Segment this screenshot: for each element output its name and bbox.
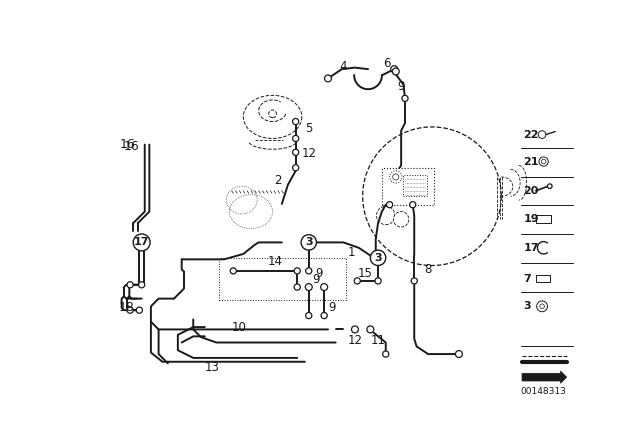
Text: 1: 1 xyxy=(348,246,355,259)
Circle shape xyxy=(367,326,374,333)
Text: 7: 7 xyxy=(524,274,531,284)
Text: 5: 5 xyxy=(305,122,312,135)
Circle shape xyxy=(394,211,409,227)
Circle shape xyxy=(292,149,299,155)
Text: 3: 3 xyxy=(374,253,382,263)
Text: 6: 6 xyxy=(383,56,390,69)
Text: 10: 10 xyxy=(232,321,247,334)
Text: 12: 12 xyxy=(348,335,362,348)
Circle shape xyxy=(538,131,546,138)
Circle shape xyxy=(540,304,545,309)
Bar xyxy=(219,258,346,300)
Text: 17: 17 xyxy=(524,243,539,253)
Circle shape xyxy=(230,268,236,274)
Circle shape xyxy=(383,351,389,357)
Circle shape xyxy=(456,351,462,358)
Text: 18: 18 xyxy=(118,302,134,314)
Circle shape xyxy=(305,284,312,291)
Text: 19: 19 xyxy=(524,214,540,224)
Text: 3: 3 xyxy=(524,302,531,311)
Circle shape xyxy=(537,301,547,312)
Circle shape xyxy=(306,313,312,319)
Circle shape xyxy=(127,307,133,313)
Circle shape xyxy=(294,268,300,274)
Circle shape xyxy=(387,202,393,208)
Circle shape xyxy=(133,234,150,251)
Text: 9: 9 xyxy=(315,267,323,280)
Text: 13: 13 xyxy=(205,362,220,375)
Circle shape xyxy=(539,157,548,166)
Bar xyxy=(382,168,435,205)
Polygon shape xyxy=(522,371,566,383)
Circle shape xyxy=(324,75,332,82)
Text: 9: 9 xyxy=(397,80,405,93)
Text: 11: 11 xyxy=(371,335,385,348)
Text: 16: 16 xyxy=(124,140,140,153)
Circle shape xyxy=(321,313,327,319)
Circle shape xyxy=(301,235,316,250)
Text: 21: 21 xyxy=(524,156,539,167)
Text: 8: 8 xyxy=(424,263,432,276)
Text: 15: 15 xyxy=(358,267,372,280)
Text: 2: 2 xyxy=(274,174,282,187)
Circle shape xyxy=(292,118,299,125)
Circle shape xyxy=(402,95,408,102)
Circle shape xyxy=(139,282,145,288)
Circle shape xyxy=(391,66,397,73)
Circle shape xyxy=(269,110,276,118)
Circle shape xyxy=(410,202,416,208)
Circle shape xyxy=(351,326,358,333)
Circle shape xyxy=(292,135,299,142)
Text: 17: 17 xyxy=(134,237,149,247)
Circle shape xyxy=(354,278,360,284)
Circle shape xyxy=(393,174,399,180)
Text: 9: 9 xyxy=(313,273,320,286)
Circle shape xyxy=(292,165,299,171)
Text: 9: 9 xyxy=(328,302,335,314)
Text: 3: 3 xyxy=(305,237,312,247)
Circle shape xyxy=(371,250,386,266)
Text: 16: 16 xyxy=(120,138,136,151)
Bar xyxy=(403,175,427,196)
Circle shape xyxy=(136,307,143,313)
Text: 14: 14 xyxy=(268,255,283,268)
Text: 00148313: 00148313 xyxy=(521,387,566,396)
Circle shape xyxy=(541,159,546,164)
Circle shape xyxy=(376,206,395,225)
Text: 12: 12 xyxy=(301,147,316,160)
Circle shape xyxy=(127,282,133,288)
Bar xyxy=(536,215,551,223)
Circle shape xyxy=(306,268,312,274)
Bar xyxy=(536,275,550,282)
Text: 22: 22 xyxy=(524,129,539,140)
Text: 4: 4 xyxy=(340,60,347,73)
Circle shape xyxy=(294,284,300,290)
Circle shape xyxy=(375,278,381,284)
Text: 20: 20 xyxy=(524,186,539,196)
Circle shape xyxy=(547,184,552,189)
Circle shape xyxy=(411,278,417,284)
Circle shape xyxy=(392,68,399,75)
Circle shape xyxy=(390,171,402,183)
Circle shape xyxy=(321,284,328,291)
